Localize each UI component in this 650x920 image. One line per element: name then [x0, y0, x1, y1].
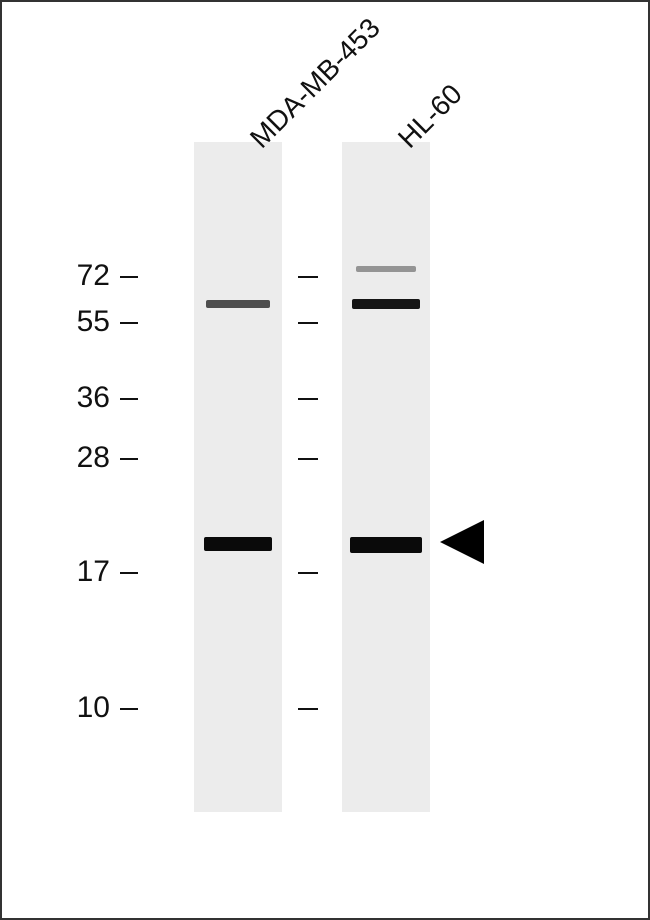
lane-1 — [194, 142, 282, 812]
mw-label: 55 — [50, 305, 110, 339]
mw-tick-outer — [120, 398, 138, 400]
lane-label: HL-60 — [392, 78, 469, 155]
mw-tick-outer — [120, 322, 138, 324]
mw-tick-inner — [298, 276, 318, 278]
mw-label: 17 — [50, 555, 110, 589]
mw-tick-outer — [120, 458, 138, 460]
band — [206, 300, 270, 308]
mw-tick-outer — [120, 572, 138, 574]
blot-stage: MDA-MB-453HL-60725536281710 — [38, 38, 612, 882]
mw-label: 36 — [50, 381, 110, 415]
mw-tick-inner — [298, 458, 318, 460]
mw-tick-outer — [120, 708, 138, 710]
mw-label: 72 — [50, 259, 110, 293]
mw-tick-inner — [298, 572, 318, 574]
mw-tick-inner — [298, 708, 318, 710]
mw-tick-inner — [298, 322, 318, 324]
lane-label: MDA-MB-453 — [244, 12, 387, 155]
target-arrow-icon — [440, 520, 484, 564]
band — [204, 537, 272, 551]
mw-label: 28 — [50, 441, 110, 475]
band — [352, 299, 420, 309]
band — [350, 537, 422, 553]
lane-2 — [342, 142, 430, 812]
mw-tick-inner — [298, 398, 318, 400]
mw-tick-outer — [120, 276, 138, 278]
band — [356, 266, 416, 272]
mw-label: 10 — [50, 691, 110, 725]
figure-frame: MDA-MB-453HL-60 72 55 36 28 17 10 — [0, 0, 650, 920]
